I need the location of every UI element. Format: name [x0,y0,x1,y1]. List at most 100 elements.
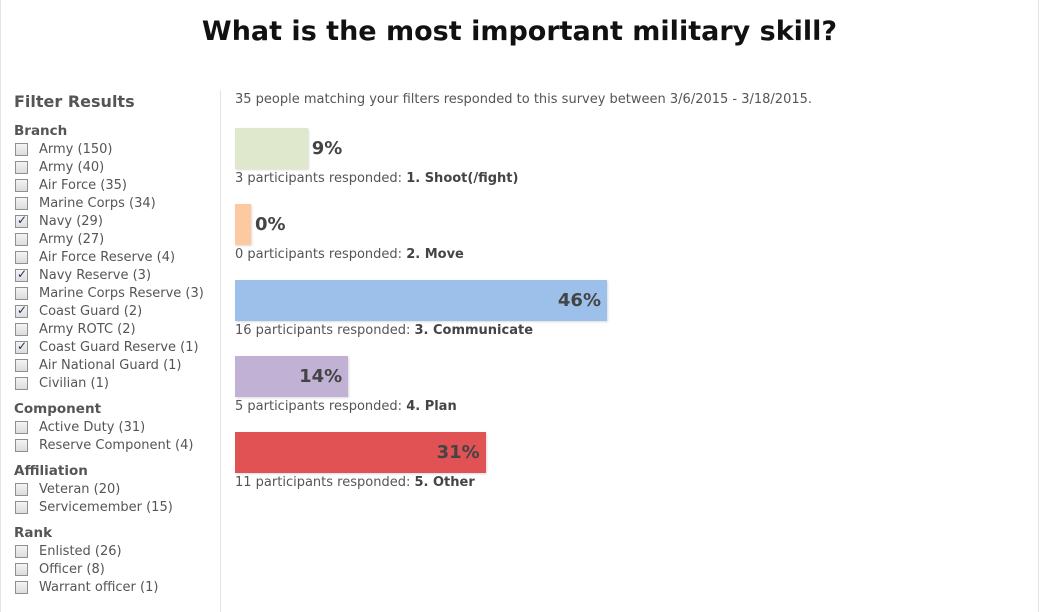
result-row: 9% 3 participants responded: 1. Shoot(/fi… [235,128,1015,190]
filter-group-title: Rank [14,525,53,541]
filter-option-label: Navy (29) [39,213,103,229]
filter-group-branch: Branch Army (150) Army (40) Air Force (35) M… [14,123,219,392]
filter-option[interactable]: Servicemember (15) [14,498,219,516]
filter-option-label: Servicemember (15) [39,499,173,515]
result-answer-label: 4. Plan [406,399,457,414]
result-bar [235,128,308,169]
result-row: 0% 0 participants responded: 2. Move [235,204,1015,266]
checkbox[interactable] [15,500,28,514]
filter-option-label: Coast Guard Reserve (1) [39,339,199,355]
filter-option[interactable]: Officer (8) [14,560,219,578]
filter-option-label: Warrant officer (1) [39,579,159,595]
filter-option-label: Reserve Component (4) [39,437,194,453]
result-row: 46% 16 participants responded: 3. Communi… [235,280,1015,342]
filter-option-label: Navy Reserve (3) [39,267,152,283]
checkbox[interactable] [15,482,28,496]
checkbox[interactable] [15,286,28,300]
result-bar [235,204,251,245]
filter-option[interactable]: Army (150) [14,140,219,158]
filter-option[interactable]: Air Force Reserve (4) [14,248,219,266]
result-caption-text: 16 participants responded: [235,323,415,338]
result-caption-text: 3 participants responded: [235,171,407,186]
checkbox[interactable] [15,322,28,336]
filter-option-label: Veteran (20) [39,481,121,497]
filter-option[interactable]: Veteran (20) [14,480,219,498]
checkbox[interactable] [15,250,28,264]
result-caption: 16 participants responded: 3. Communicat… [235,323,533,338]
filter-option[interactable]: Marine Corps Reserve (3) [14,284,219,302]
filter-option-label: Air Force (35) [39,177,127,193]
filter-option[interactable]: Marine Corps (34) [14,194,219,212]
filter-group-rank: Rank Enlisted (26) Officer (8) Warrant offi… [14,525,219,596]
filter-option-label: Air National Guard (1) [39,357,182,373]
result-answer-label: 5. Other [414,475,475,490]
checkbox[interactable] [15,358,28,372]
result-answer-label: 3. Communicate [414,323,534,338]
result-caption: 3 participants responded: 1. Shoot(/figh… [235,171,518,186]
filter-option[interactable]: Navy Reserve (3) [14,266,219,284]
filter-option-label: Army ROTC (2) [39,321,136,337]
result-bar [235,432,486,473]
checkbox[interactable] [15,420,28,434]
filter-option-label: Army (27) [39,231,105,247]
filter-option[interactable]: Army (27) [14,230,219,248]
checkbox-checked[interactable] [15,303,28,318]
result-bar [235,356,349,397]
filter-option-label: Marine Corps (34) [39,195,156,211]
filter-option[interactable]: Civilian (1) [14,374,219,392]
filter-option-label: Active Duty (31) [39,419,146,435]
checkbox[interactable] [15,438,28,452]
result-answer-label: 1. Shoot(/fight) [406,171,519,186]
result-percent: 9% [311,138,343,159]
checkbox[interactable] [15,580,28,594]
sidebar-divider [220,90,221,612]
filter-option[interactable]: Air Force (35) [14,176,219,194]
result-percent: 46% [557,290,601,311]
filter-group-affiliation: Affiliation Veteran (20) Servicemember (15… [14,463,219,516]
result-caption: 11 participants responded: 5. Other [235,475,475,490]
filter-option[interactable]: Air National Guard (1) [14,356,219,374]
checkbox[interactable] [15,544,28,558]
checkbox[interactable] [15,196,28,210]
filter-option[interactable]: Reserve Component (4) [14,436,219,454]
result-caption-text: 11 participants responded: [235,475,415,490]
filter-group-title: Branch [14,123,68,139]
filter-option-label: Army (150) [39,141,113,157]
result-percent: 0% [255,214,286,235]
result-percent: 31% [436,442,480,463]
filter-option[interactable]: Coast Guard (2) [14,302,219,320]
result-row: 31% 11 participants responded: 5. Other [235,432,1015,494]
checkbox[interactable] [15,232,28,246]
checkbox[interactable] [15,376,28,390]
filter-option[interactable]: Army ROTC (2) [14,320,219,338]
result-bar [235,280,607,321]
checkbox[interactable] [15,178,28,192]
filter-option-label: Marine Corps Reserve (3) [39,285,204,301]
checkbox[interactable] [15,562,28,576]
checkbox-checked[interactable] [15,339,28,354]
filter-option[interactable]: Army (40) [14,158,219,176]
response-summary: 35 people matching your filters responde… [235,92,813,107]
filter-group-title: Affiliation [14,463,88,479]
filter-option-label: Coast Guard (2) [39,303,143,319]
result-answer-label: 2. Move [406,247,464,262]
filter-option[interactable]: Coast Guard Reserve (1) [14,338,219,356]
filter-option-label: Officer (8) [39,561,105,577]
filter-heading: Filter Results [14,92,135,111]
filter-option-label: Civilian (1) [39,375,109,391]
checkbox-checked[interactable] [15,213,28,228]
result-caption: 5 participants responded: 4. Plan [235,399,457,414]
filter-option[interactable]: Navy (29) [14,212,219,230]
page-title: What is the most important military skil… [201,16,838,47]
filter-option[interactable]: Active Duty (31) [14,418,219,436]
checkbox[interactable] [15,142,28,156]
checkbox-checked[interactable] [15,267,28,282]
filter-option[interactable]: Warrant officer (1) [14,578,219,596]
checkbox[interactable] [15,160,28,174]
filter-group-component: Component Active Duty (31) Reserve Compone… [14,401,219,454]
result-percent: 14% [299,366,343,387]
filter-option[interactable]: Enlisted (26) [14,542,219,560]
result-caption-text: 0 participants responded: [235,247,407,262]
filter-option-label: Air Force Reserve (4) [39,249,176,265]
filter-option-label: Army (40) [39,159,105,175]
